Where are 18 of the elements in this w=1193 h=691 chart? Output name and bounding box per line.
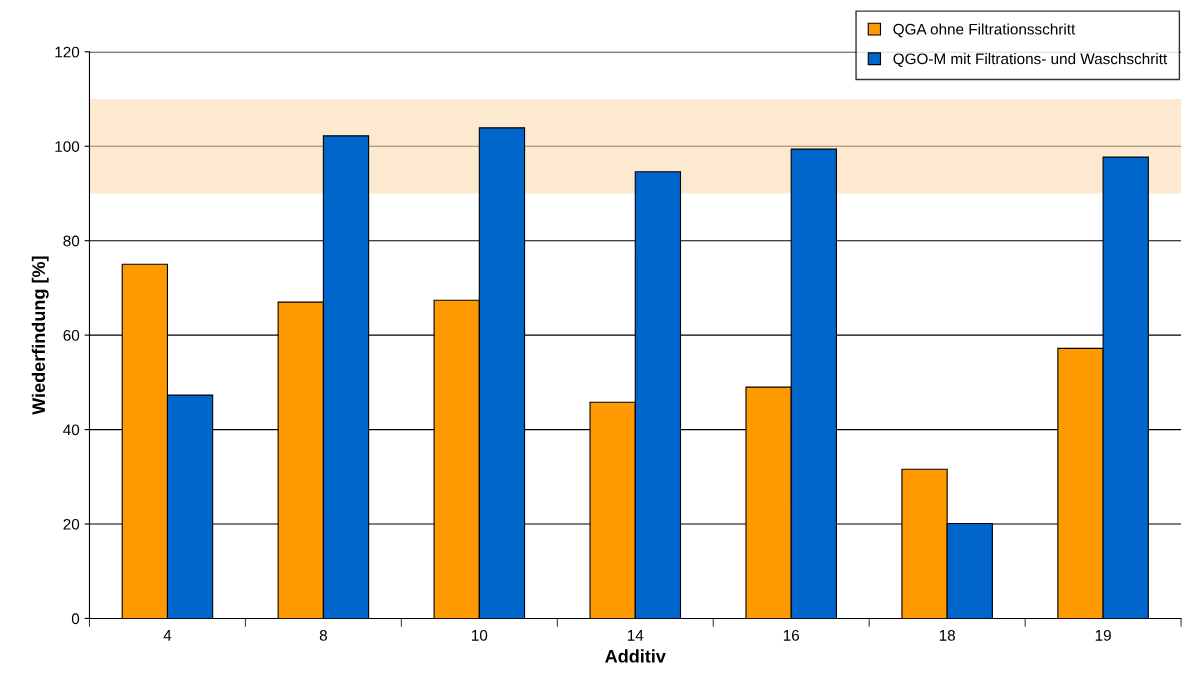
legend-label: QGA ohne Filtrationsschritt [893,23,1076,38]
y-tick-label: 100 [55,141,80,152]
x-tick-label: 16 [783,629,800,641]
y-tick-label: 60 [63,330,80,341]
y-axis-title: Wiederfindung [%] [31,256,49,415]
y-tick-label: 120 [55,46,80,58]
x-axis-title: Additiv [605,649,666,663]
x-tick-label: 8 [319,629,327,641]
x-tick-label: 19 [1095,629,1111,641]
legend-label: QGO-M mit Filtrations- und Waschschritt [893,53,1168,67]
y-tick-label: 80 [63,235,80,247]
x-tick-label: 4 [163,630,172,641]
x-tick-label: 18 [939,629,955,641]
y-tick-label: 20 [63,518,80,530]
y-tick-label: 0 [71,613,80,625]
x-tick-label: 10 [472,629,488,641]
y-tick-label: 40 [63,424,80,436]
x-tick-label: 14 [627,630,644,641]
